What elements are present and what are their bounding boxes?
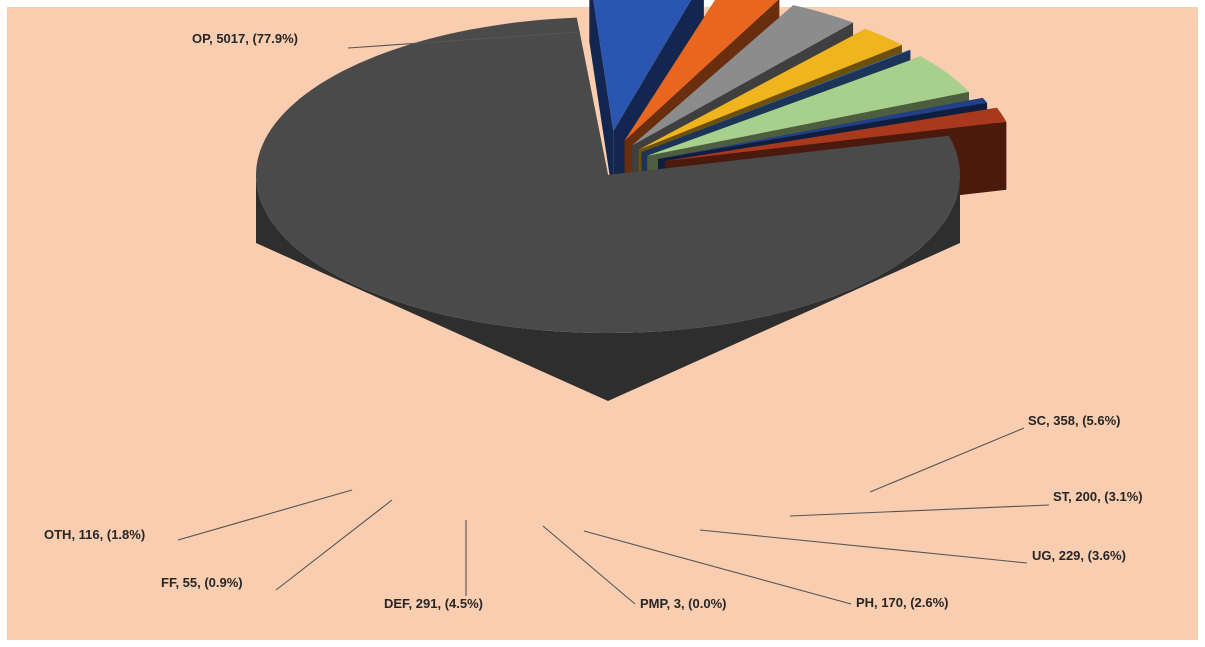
pie-slice-op (256, 17, 960, 401)
data-label-op: OP, 5017, (77.9%) (192, 31, 298, 46)
leader-line-sc (869, 427, 1025, 493)
data-label-ff: FF, 55, (0.9%) (161, 575, 243, 590)
leader-line-st (789, 504, 1050, 517)
data-label-ug: UG, 229, (3.6%) (1032, 548, 1126, 563)
data-label-pmp: PMP, 3, (0.0%) (640, 596, 726, 611)
leader-line-ff (275, 499, 393, 591)
data-label-ph: PH, 170, (2.6%) (856, 595, 949, 610)
data-label-oth: OTH, 116, (1.8%) (44, 527, 145, 542)
leader-line-oth (177, 489, 353, 541)
data-label-def: DEF, 291, (4.5%) (384, 596, 483, 611)
leader-line-pmp (542, 525, 636, 605)
data-label-st: ST, 200, (3.1%) (1053, 489, 1143, 504)
data-label-sc: SC, 358, (5.6%) (1028, 413, 1121, 428)
leader-line-ph (583, 530, 852, 605)
leader-line-ug (699, 529, 1028, 564)
leader-line-op (347, 31, 581, 49)
